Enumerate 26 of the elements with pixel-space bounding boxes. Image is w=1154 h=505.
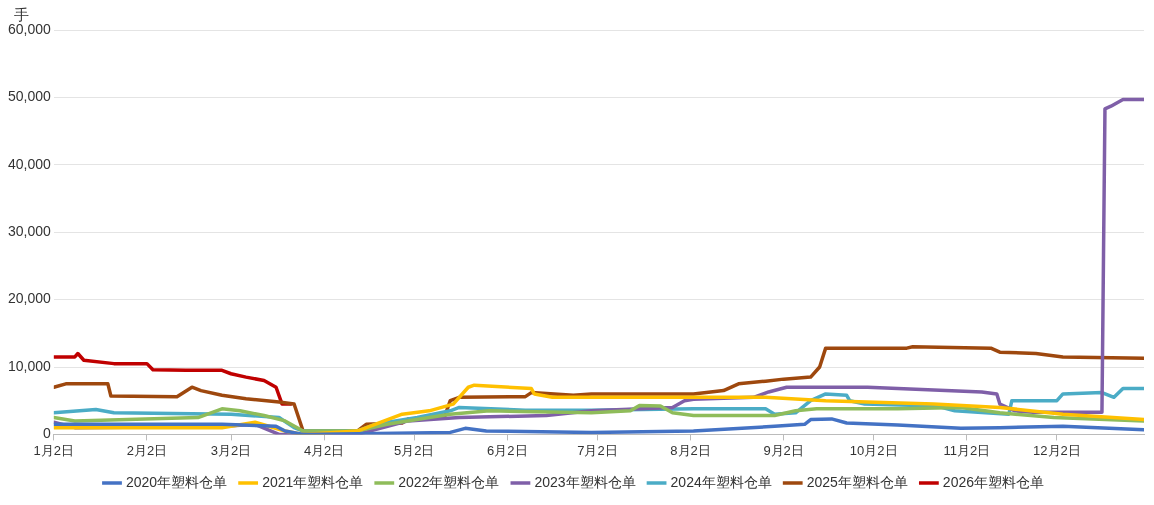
y-tick-label: 20,000 xyxy=(7,290,52,307)
legend-label: 2023年塑料仓单 xyxy=(534,473,636,490)
x-tick-label: 1月2日 xyxy=(33,442,75,458)
x-tick-label: 6月2日 xyxy=(487,442,528,458)
legend-label: 2021年塑料仓单 xyxy=(262,473,364,490)
y-tick-label: 30,000 xyxy=(7,223,52,240)
x-tick-label: 12月2日 xyxy=(1033,442,1081,458)
x-tick-label: 10月2日 xyxy=(849,442,898,458)
y-tick-label: 50,000 xyxy=(7,88,52,105)
x-tick-label: 4月2日 xyxy=(303,442,345,458)
x-tick-label: 3月2日 xyxy=(210,442,252,458)
legend-label: 2026年塑料仓单 xyxy=(942,473,1045,490)
x-tick-label: 7月2日 xyxy=(577,442,618,458)
legend-label: 2020年塑料仓单 xyxy=(125,473,228,490)
x-tick-label: 2月2日 xyxy=(126,442,168,458)
legend-label: 2025年塑料仓单 xyxy=(806,473,908,490)
x-tick-label: 5月2日 xyxy=(393,442,435,458)
legend-label: 2024年塑料仓单 xyxy=(670,473,772,490)
legend-label: 2022年塑料仓单 xyxy=(398,473,500,490)
x-tick-label: 11月2日 xyxy=(943,442,991,458)
x-tick-label: 8月2日 xyxy=(670,442,711,458)
y-tick-label: 40,000 xyxy=(7,155,52,172)
x-tick-label: 9月2日 xyxy=(763,442,804,458)
y-tick-label: 0 xyxy=(43,425,52,442)
y-tick-label: 10,000 xyxy=(7,357,52,374)
y-axis-title: 手 xyxy=(14,6,29,24)
